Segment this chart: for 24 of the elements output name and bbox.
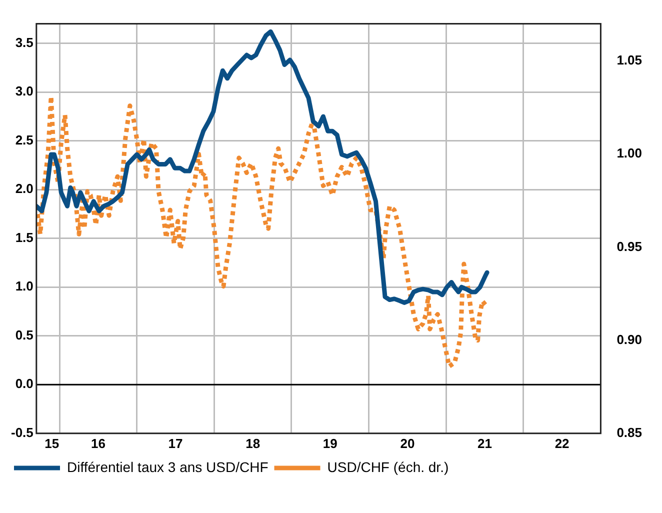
- y-tick-label: 3.5: [15, 34, 34, 50]
- y-tick-label: 3.0: [15, 84, 34, 99]
- y-tick-label: -0.5: [10, 424, 34, 440]
- x-tick-label: 19: [322, 436, 338, 451]
- y2-tick-label: 1.00: [616, 146, 642, 161]
- y-tick-label: 1.5: [15, 230, 34, 245]
- y-tick-label: 1.0: [15, 278, 34, 294]
- y2-tick-label: 0.90: [616, 332, 642, 347]
- y2-tick-label: 1.05: [616, 52, 642, 68]
- x-tick-label: 18: [246, 436, 260, 451]
- x-tick-label: 17: [168, 436, 183, 451]
- x-tick-label: 16: [91, 436, 106, 451]
- y-tick-label: 2.5: [15, 132, 34, 148]
- y2-tick-label: 0.85: [616, 424, 642, 440]
- y-tick-label: 0.5: [15, 327, 34, 342]
- x-tick-label: 21: [478, 436, 492, 451]
- y-tick-label: 0.0: [15, 376, 34, 392]
- x-tick-label: 15: [44, 436, 60, 451]
- y-tick-label: 2.0: [15, 181, 34, 196]
- x-tick-label: 22: [554, 436, 570, 451]
- legend-label: Différentiel taux 3 ans USD/CHF: [67, 458, 268, 475]
- x-tick-label: 20: [400, 436, 415, 451]
- legend-label: USD/CHF (éch. dr.): [327, 458, 449, 475]
- y2-tick-label: 0.95: [616, 238, 642, 254]
